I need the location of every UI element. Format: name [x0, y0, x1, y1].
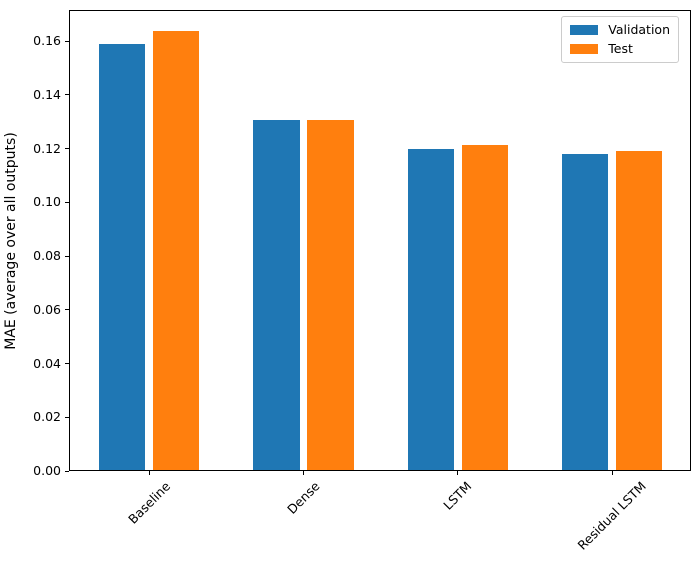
legend-item-test: Test	[570, 42, 670, 56]
plot-area: Validation Test	[69, 10, 691, 471]
bar-test-lstm	[461, 144, 509, 471]
x-tick-mark	[611, 471, 613, 475]
legend-label-validation: Validation	[608, 22, 670, 37]
legend-swatch-test	[570, 44, 599, 54]
y-tick-mark	[65, 470, 69, 472]
y-tick-label: 0.02	[33, 409, 61, 425]
y-tick-label: 0.16	[33, 33, 61, 49]
bar-test-residual-lstm	[616, 150, 663, 471]
y-tick-mark	[65, 148, 69, 150]
y-tick-mark	[65, 255, 69, 257]
y-tick-mark	[65, 201, 69, 203]
x-tick-mark	[457, 471, 459, 475]
legend-item-validation: Validation	[570, 23, 670, 37]
y-tick-mark	[65, 94, 69, 96]
x-tick-mark	[148, 471, 150, 475]
y-tick-label: 0.00	[33, 463, 61, 478]
x-tick-mark	[303, 471, 305, 475]
y-tick-mark	[65, 416, 69, 418]
legend: Validation Test	[561, 16, 679, 63]
y-axis-label: MAE (average over all outputs)	[3, 132, 19, 350]
bar-validation-residual-lstm	[562, 153, 609, 471]
bar-validation-dense	[253, 119, 300, 471]
y-tick-label: 0.08	[33, 248, 61, 264]
y-tick-mark	[65, 309, 69, 311]
axes-spines	[69, 10, 691, 471]
bar-test-dense	[307, 119, 354, 471]
bar-test-baseline	[153, 30, 200, 471]
legend-swatch-validation	[570, 25, 599, 35]
bar-validation-baseline	[99, 44, 146, 471]
y-tick-label: 0.04	[33, 355, 61, 371]
y-tick-label: 0.10	[33, 194, 61, 210]
y-tick-mark	[65, 363, 69, 365]
y-tick-label: 0.06	[33, 301, 61, 317]
bar-validation-lstm	[407, 148, 455, 471]
y-tick-label: 0.14	[33, 86, 61, 102]
y-tick-label: 0.12	[33, 140, 61, 156]
y-tick-mark	[65, 40, 69, 42]
legend-label-test: Test	[608, 41, 633, 56]
